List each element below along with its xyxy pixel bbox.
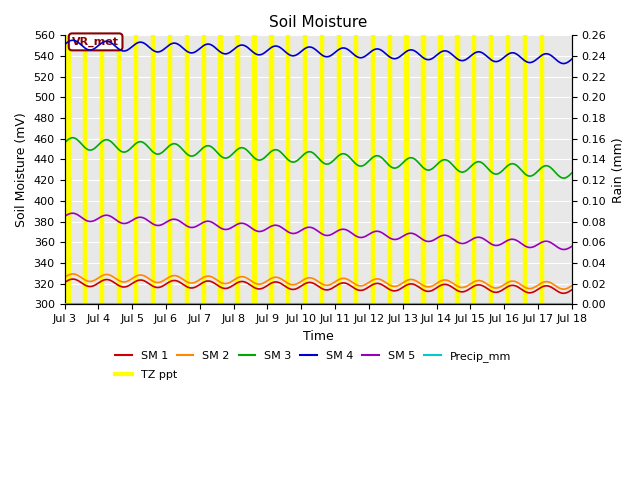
Y-axis label: Soil Moisture (mV): Soil Moisture (mV) xyxy=(15,112,28,227)
Legend: TZ ppt: TZ ppt xyxy=(111,366,181,385)
X-axis label: Time: Time xyxy=(303,330,333,343)
Y-axis label: Rain (mm): Rain (mm) xyxy=(612,137,625,203)
Text: VR_met: VR_met xyxy=(72,37,119,47)
Title: Soil Moisture: Soil Moisture xyxy=(269,15,367,30)
